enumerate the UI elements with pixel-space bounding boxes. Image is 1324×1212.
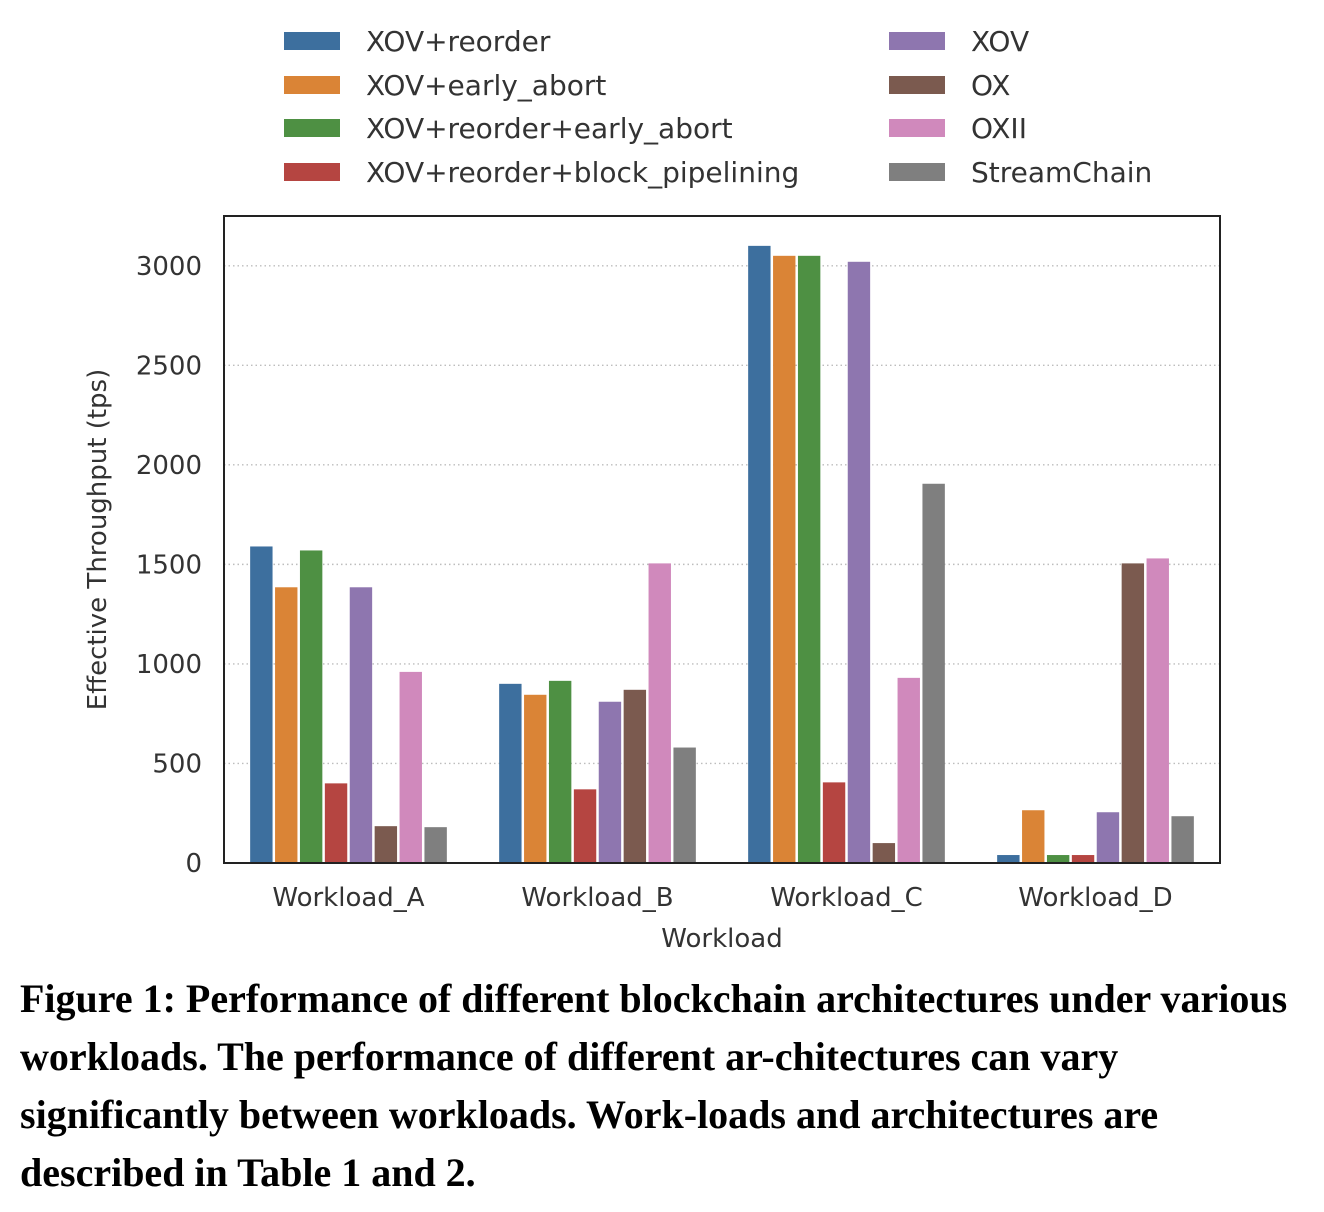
bar [1171,816,1194,863]
y-axis: 0 500 1000 1500 2000 2500 3000 [136,252,202,879]
legend-label: XOV+reorder [366,25,551,58]
legend-swatch [284,32,340,50]
bar [623,689,647,863]
bar [573,789,597,863]
bar [349,587,373,863]
bar [250,546,273,863]
bar [548,680,572,863]
figure-caption: Figure 1: Performance of different block… [20,976,1288,1195]
bar [299,550,323,863]
y-tick-label: 500 [152,749,202,779]
bar [1146,558,1169,863]
bar [399,671,422,863]
x-tick-label: Workload_C [770,883,923,913]
bar [822,782,846,863]
bar [1071,855,1095,863]
legend-label: OXII [971,112,1027,145]
x-axis: Workload_A Workload_B Workload_C Workload_D [272,883,1172,913]
bar [524,694,547,863]
bar [1096,812,1120,863]
legend-swatch [284,119,340,137]
plot-frame [223,215,1221,864]
bar [773,255,796,864]
legend-swatch [889,163,945,181]
bar [748,245,771,863]
legend-swatch [889,32,945,50]
bar [275,587,298,863]
bar [648,563,671,863]
bar [1121,563,1145,863]
bar [499,683,522,863]
y-tick-label: 2500 [136,351,202,381]
gridlines [224,265,1220,864]
bar [673,747,696,863]
y-tick-label: 1500 [136,550,202,580]
y-tick-label: 0 [185,849,202,879]
x-tick-label: Workload_B [521,883,673,913]
bars [250,245,1194,864]
bar [424,827,447,863]
bar [872,843,896,863]
bar [797,255,821,864]
legend-swatch [284,76,340,94]
bar-chart: XOV+reorder XOV+early_abort XOV+reorder+ea… [83,25,1221,954]
bar [1046,855,1070,863]
legend-label: OX [971,69,1010,102]
x-tick-label: Workload_A [272,883,424,913]
legend-label: XOV+early_abort [366,69,606,102]
y-tick-label: 3000 [136,252,202,282]
legend-swatch [889,76,945,94]
x-tick-label: Workload_D [1018,883,1172,913]
bar [897,677,920,863]
bar [374,826,398,863]
y-axis-label: Effective Throughput (tps) [83,369,113,711]
legend: XOV+reorder XOV+early_abort XOV+reorder+ea… [284,25,1152,189]
bar [1022,810,1045,863]
legend-swatch [284,163,340,181]
legend-label: StreamChain [971,156,1152,189]
y-tick-label: 1000 [136,650,202,680]
bar [847,261,871,863]
x-axis-label: Workload [661,924,782,954]
legend-label: XOV [971,25,1029,58]
bar [997,855,1020,863]
legend-label: XOV+reorder+block_pipelining [366,156,799,189]
bar [922,483,945,863]
y-tick-label: 2000 [136,451,202,481]
legend-swatch [889,119,945,137]
bar [324,783,348,863]
bar [598,701,622,863]
legend-label: XOV+reorder+early_abort [366,112,733,145]
